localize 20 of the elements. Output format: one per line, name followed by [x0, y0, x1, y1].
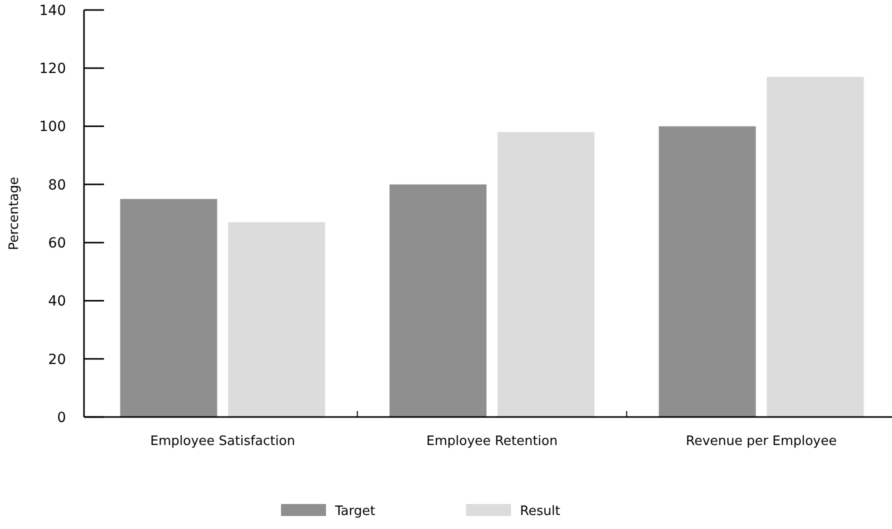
- y-tick-label: 0: [57, 410, 66, 426]
- y-tick-label: 40: [48, 294, 66, 310]
- y-tick-label: 80: [48, 177, 66, 194]
- bar: [120, 198, 218, 417]
- y-tick-label: 140: [39, 2, 66, 19]
- bar: [390, 184, 486, 417]
- x-tick-label: Revenue per Employee: [686, 434, 837, 449]
- legend-label: Target: [334, 504, 376, 519]
- bar: [658, 126, 756, 417]
- bar: [766, 76, 864, 417]
- bar: [498, 132, 594, 417]
- legend-label: Result: [520, 504, 560, 519]
- x-tick-label: Employee Satisfaction: [150, 434, 296, 449]
- y-tick-label: 20: [48, 352, 66, 368]
- x-tick-label: Employee Retention: [426, 434, 558, 449]
- y-tick-label: 60: [48, 235, 66, 252]
- bar: [228, 222, 326, 417]
- y-axis-title: Percentage: [7, 176, 22, 250]
- y-tick-label: 100: [39, 119, 66, 136]
- y-tick-label: 120: [39, 61, 66, 78]
